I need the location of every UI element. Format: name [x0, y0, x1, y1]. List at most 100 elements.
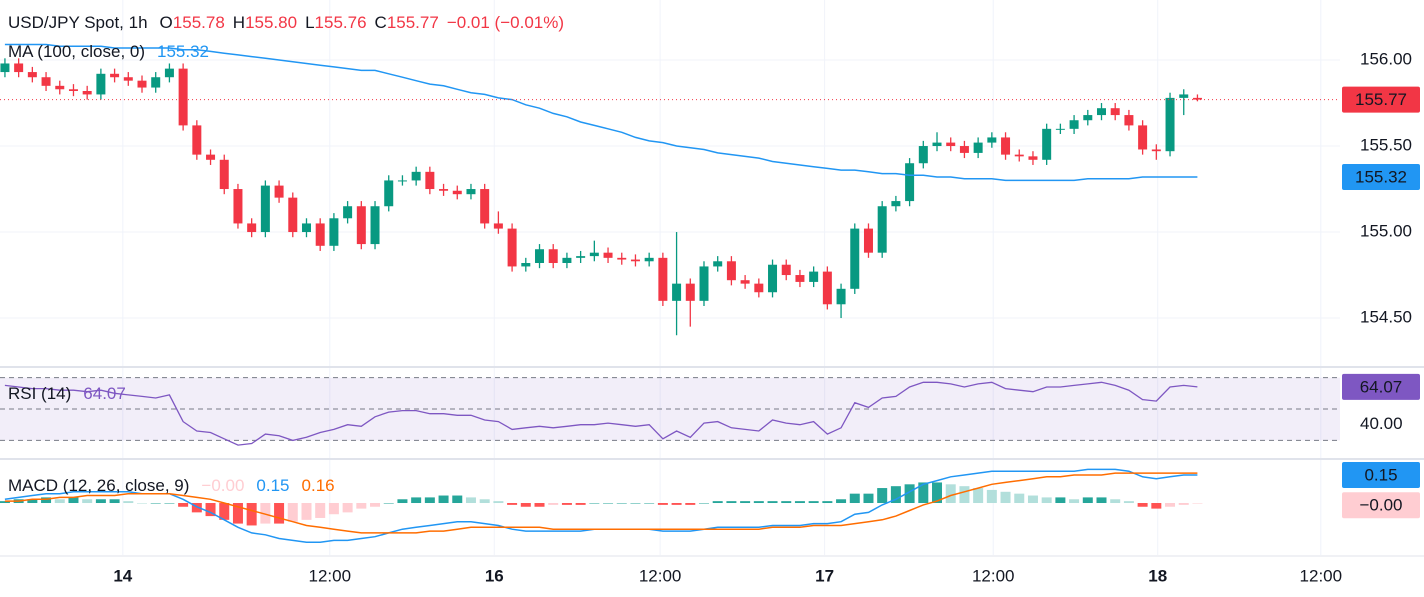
histogram-bar [1082, 497, 1093, 504]
candle-body [918, 146, 928, 164]
candle-body [247, 223, 257, 233]
histogram-bar [959, 486, 970, 504]
histogram-bar [342, 503, 353, 513]
histogram-bar [1178, 503, 1189, 505]
candle-body [781, 264, 791, 276]
histogram-bar [712, 501, 723, 504]
candle-body [219, 159, 229, 190]
candle-body [1028, 156, 1038, 160]
histogram-bar [397, 499, 408, 504]
macd-name: MACD (12, 26, close, 9) [8, 476, 189, 495]
last-price-badge-bg [1342, 86, 1420, 113]
histogram-bar [781, 501, 792, 504]
symbol: USD/JPY Spot, 1h [8, 13, 148, 32]
ohlc-value: 155.77 [387, 13, 439, 32]
histogram-bar [41, 497, 52, 504]
histogram-bar [1110, 499, 1121, 504]
candle-body [562, 257, 572, 263]
candle-body [603, 252, 613, 258]
histogram-bar [863, 493, 874, 504]
histogram-bar [630, 503, 641, 504]
candle-body [946, 142, 956, 147]
candle-body [548, 249, 558, 263]
candle-body [493, 223, 503, 229]
candle-body [795, 275, 805, 282]
candle-body [384, 180, 394, 207]
histogram-bar [890, 486, 901, 504]
histogram-bar [424, 497, 435, 504]
histogram-bar [836, 499, 847, 504]
candle-body [178, 68, 188, 126]
candle-body [110, 73, 120, 78]
candle-body [850, 228, 860, 289]
candle-body [343, 206, 353, 219]
change: −0.01 (−0.01%) [447, 13, 564, 32]
last-price-badge: 155.77 [1355, 90, 1407, 109]
histogram-bar [753, 501, 764, 504]
candle-body [206, 154, 216, 160]
histogram-bar [493, 501, 504, 504]
candle-body [1096, 108, 1106, 116]
ohlc-key: C [375, 13, 387, 32]
candle-body [768, 264, 778, 293]
histogram-bar [1055, 497, 1066, 504]
histogram-bar [27, 499, 38, 504]
candle-body [836, 288, 846, 305]
histogram-bar [287, 503, 298, 522]
histogram-bar [1165, 503, 1176, 507]
candle-body [658, 257, 668, 301]
candle-body [959, 146, 969, 153]
histogram-bar [479, 499, 490, 504]
rsi-badge: 64.07 [1360, 377, 1403, 396]
x-tick-label: 12:00 [309, 566, 352, 585]
candle-body [1165, 97, 1175, 152]
candle-body [260, 185, 270, 233]
candle-body [96, 73, 106, 95]
histogram-bar [808, 501, 819, 504]
candle-body [905, 163, 915, 202]
histogram-bar [877, 488, 888, 504]
x-tick-label: 12:00 [639, 566, 682, 585]
histogram-bar [918, 482, 929, 504]
histogram-bar [274, 503, 285, 524]
candle-body [315, 223, 325, 246]
candle-body [589, 252, 599, 257]
histogram-bar [95, 499, 106, 504]
ohlc-key: L [305, 13, 314, 32]
candle-body [1042, 128, 1052, 160]
histogram-bar [520, 503, 531, 507]
candle-body [466, 189, 476, 195]
histogram-bar [164, 503, 175, 504]
histogram-bar [794, 501, 805, 504]
histogram-bar [137, 503, 148, 504]
candle-body [617, 257, 627, 260]
histogram-bar [1027, 495, 1038, 504]
candle-body [439, 189, 449, 191]
histogram-bar [260, 503, 271, 524]
histogram-bar [123, 501, 134, 504]
ma-name: MA (100, close, 0) [8, 42, 145, 61]
candle-body [14, 63, 24, 73]
histogram-bar [438, 495, 449, 504]
candle-body [301, 223, 311, 233]
x-tick-label: 14 [113, 566, 132, 585]
histogram-bar [205, 503, 216, 517]
ma-badge: 155.32 [1355, 167, 1407, 186]
candle-body [68, 89, 78, 91]
candle-body [370, 206, 380, 245]
candle-body [1014, 154, 1024, 157]
price-legend: USD/JPY Spot, 1h O155.78 H155.80 L155.76 C15… [8, 13, 564, 32]
candle-body [740, 280, 750, 284]
rsi-badge-bg [1342, 373, 1420, 400]
histogram-bar [301, 503, 312, 520]
candle-body [480, 189, 490, 224]
histogram-bar [740, 501, 751, 504]
candle-body [535, 249, 545, 263]
candle-body [1151, 149, 1161, 152]
rsi-value: 64.07 [83, 384, 126, 403]
histogram-bar [1014, 493, 1025, 504]
histogram-bar [589, 503, 600, 504]
histogram-bar [1000, 491, 1011, 504]
candle-body [877, 206, 887, 253]
histogram-bar [822, 501, 833, 504]
